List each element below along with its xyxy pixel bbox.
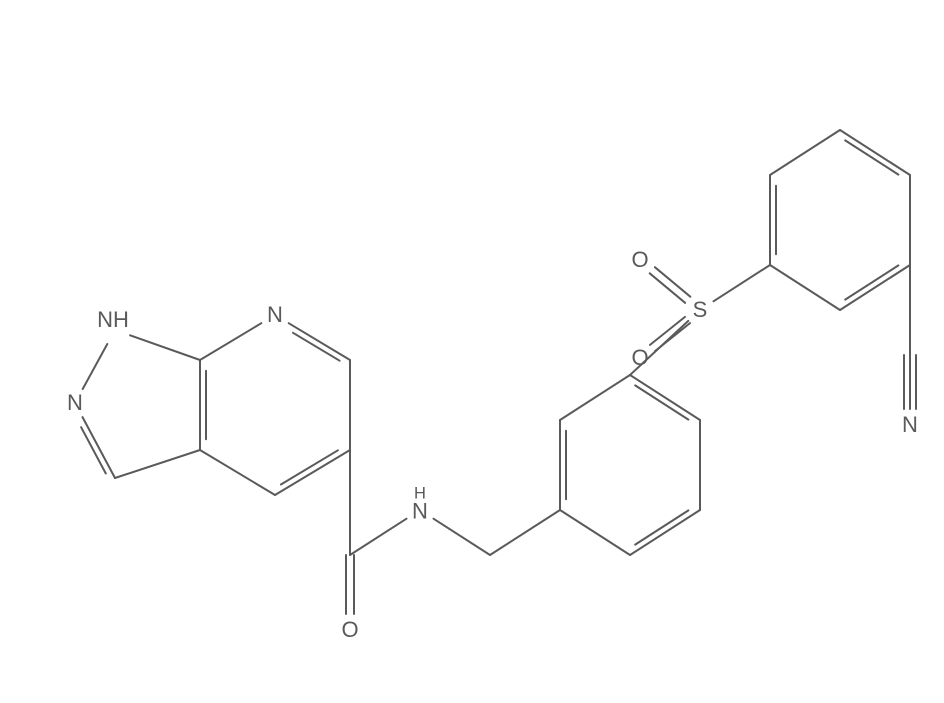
molecule-diagram: NNHNOHNSOON xyxy=(0,0,944,703)
molecule-svg xyxy=(0,0,944,703)
